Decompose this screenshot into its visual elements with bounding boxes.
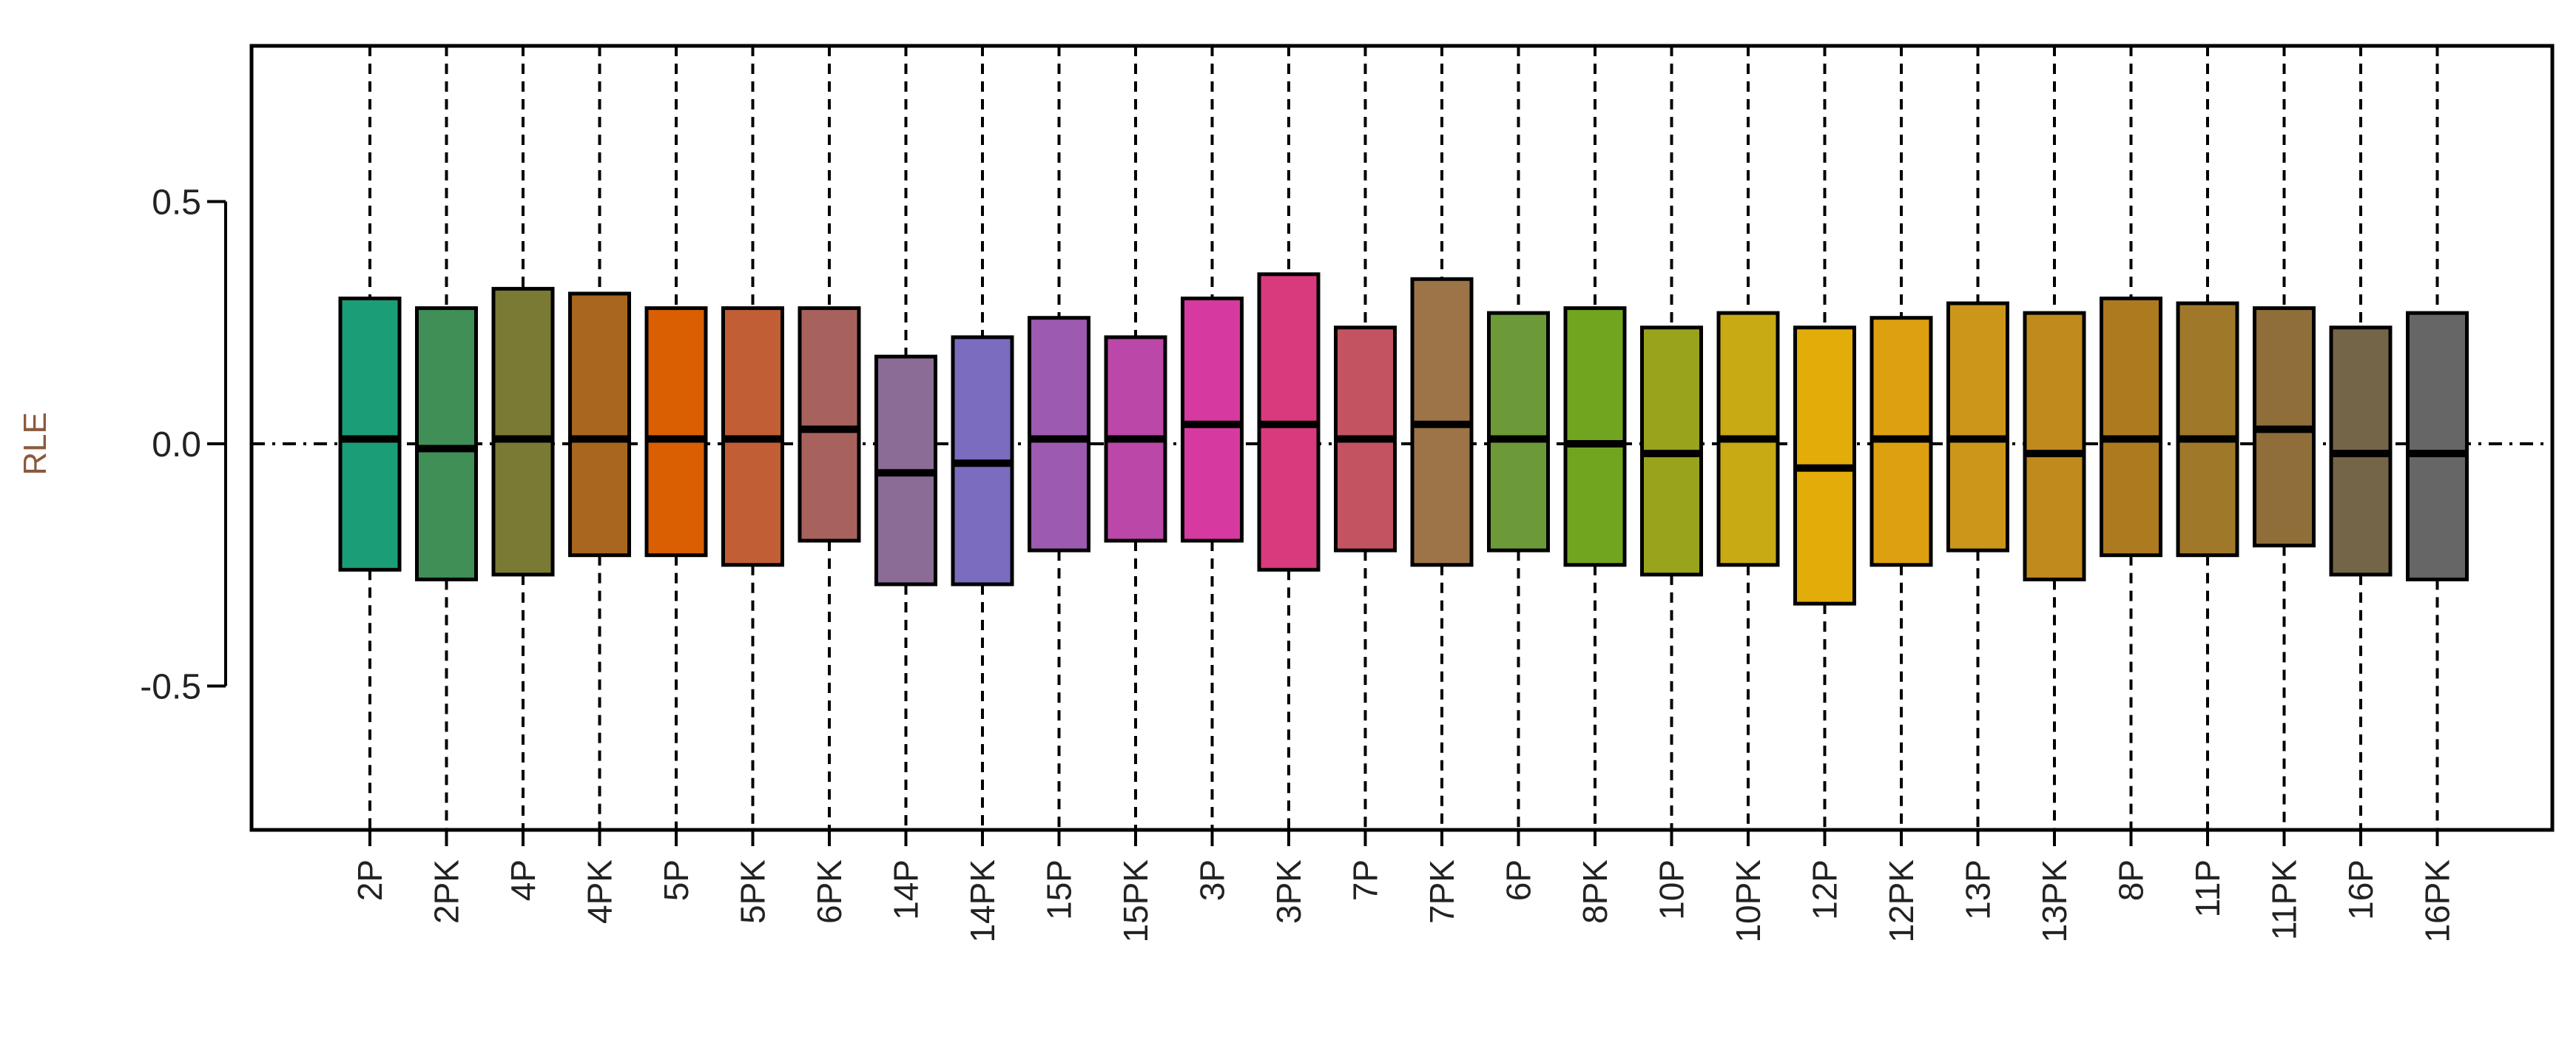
x-tick-label: 10P xyxy=(1653,859,1691,920)
box-6p xyxy=(1487,311,1550,553)
box-13p xyxy=(1946,301,2009,553)
whiskers-group xyxy=(368,46,2439,830)
x-tick-label: 13PK xyxy=(2035,859,2074,943)
box-4p xyxy=(491,286,555,577)
x-tick-label: 16PK xyxy=(2418,859,2457,943)
x-tick-label: 13P xyxy=(1959,859,1997,920)
x-tick-label: 7PK xyxy=(1423,859,1461,924)
box-5p xyxy=(644,306,708,558)
box-8pk xyxy=(1563,306,1627,567)
box-2pk xyxy=(415,306,478,581)
x-tick-label: 6PK xyxy=(810,859,849,924)
plot-area xyxy=(249,44,2555,832)
y-tick-label: -0.5 xyxy=(140,668,201,707)
box-13pk xyxy=(2023,311,2086,581)
x-tick-label: 14PK xyxy=(963,859,1002,943)
x-tick-label: 8P xyxy=(2112,859,2151,901)
x-tick-label: 14P xyxy=(887,859,925,920)
x-tick-label: 4PK xyxy=(581,859,619,924)
x-tick-label: 11P xyxy=(2188,859,2227,917)
x-tick-label: 12P xyxy=(1806,859,1844,920)
y-axis-label: RLE xyxy=(17,412,53,476)
x-tick-label: 15P xyxy=(1040,859,1079,920)
x-tick-label: 16P xyxy=(2341,859,2380,920)
y-axis: -0.5 0.0 0.5 RLE xyxy=(17,183,227,707)
x-axis: 2P 2PK 4P 4PK 5P 5PK 6PK 14P 14PK 15P 15PK 3P 3PK 7P 7… xyxy=(351,830,2457,943)
box-16pk xyxy=(2406,311,2469,581)
box-4pk xyxy=(568,291,631,558)
box-2p xyxy=(338,297,402,572)
x-tick-label: 7P xyxy=(1346,859,1385,901)
x-tick-label: 3P xyxy=(1193,859,1232,901)
x-tick-label: 11PK xyxy=(2265,859,2304,940)
boxes-group xyxy=(338,272,2469,606)
box-11p xyxy=(2176,301,2239,558)
x-tick-label: 8PK xyxy=(1576,859,1614,924)
box-3p xyxy=(1181,297,1244,543)
x-tick-label: 6P xyxy=(1500,859,1538,901)
box-15p xyxy=(1028,316,1090,553)
y-tick-label: 0.0 xyxy=(152,425,201,465)
x-tick-label: 15PK xyxy=(1116,859,1155,943)
box-8p xyxy=(2100,297,2162,558)
y-ticks-group: -0.5 0.0 0.5 xyxy=(140,183,226,707)
y-tick-label: 0.5 xyxy=(152,183,201,223)
x-tick-label: 2PK xyxy=(428,859,466,924)
x-tick-label: 4P xyxy=(504,859,542,901)
box-6pk xyxy=(798,306,861,543)
x-tick-label: 2P xyxy=(351,859,389,901)
x-tick-label: 5PK xyxy=(734,859,772,924)
x-tick-label: 12PK xyxy=(1882,859,1921,943)
x-tick-label: 3PK xyxy=(1270,859,1308,924)
x-tick-label: 10PK xyxy=(1729,859,1767,943)
plot-frame xyxy=(249,44,2555,832)
x-tick-label: 5P xyxy=(657,859,695,901)
